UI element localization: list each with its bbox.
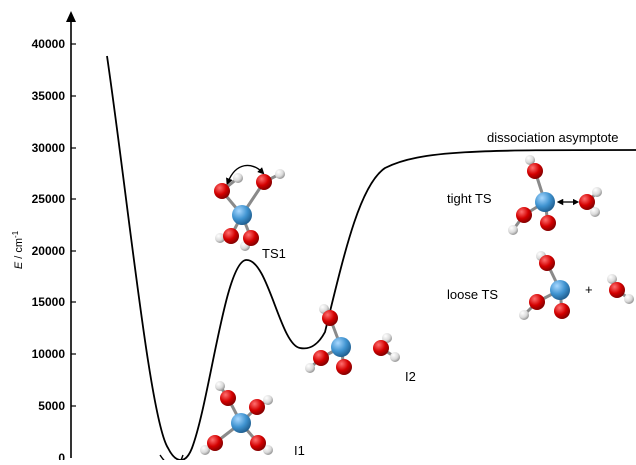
hydrogen-atom <box>200 445 210 455</box>
potential-energy-curve <box>106 55 636 461</box>
hydrogen-atom <box>263 395 273 405</box>
oxygen-atom <box>527 163 543 179</box>
tight-ts-label: tight TS <box>447 191 492 206</box>
tight-ts-molecule <box>508 155 602 235</box>
oxygen-atom <box>220 390 236 406</box>
hydrogen-atom <box>263 445 273 455</box>
rotation-arrow <box>226 164 265 186</box>
i1-molecule <box>200 381 273 455</box>
central-atom <box>231 413 251 433</box>
oxygen-atom <box>336 359 352 375</box>
loose-ts-label: loose TS <box>447 287 498 302</box>
plus-sign: + <box>585 282 593 297</box>
y-axis-arrowhead <box>66 11 76 22</box>
y-tick-label-5000: 5000 <box>38 399 65 413</box>
hydrogen-atom <box>390 352 400 362</box>
hydrogen-atom <box>519 310 529 320</box>
ts1-molecule <box>214 164 285 251</box>
i2-label: I2 <box>405 369 416 384</box>
oxygen-atom <box>214 183 230 199</box>
oxygen-atom <box>313 350 329 366</box>
central-atom <box>535 192 555 212</box>
y-tick-label-25000: 25000 <box>32 192 66 206</box>
central-atom <box>232 205 252 225</box>
hydrogen-atom <box>525 155 535 165</box>
y-tick-label-30000: 30000 <box>32 141 66 155</box>
oxygen-atom <box>554 303 570 319</box>
y-tick-label-40000: 40000 <box>32 37 66 51</box>
oxygen-atom <box>529 294 545 310</box>
hydrogen-atom <box>590 207 600 217</box>
oxygen-atom <box>539 255 555 271</box>
oxygen-atom <box>373 340 389 356</box>
oxygen-atom <box>609 282 625 298</box>
hydrogen-atom <box>233 173 243 183</box>
y-tick-label-15000: 15000 <box>32 295 66 309</box>
oxygen-atom <box>223 228 239 244</box>
oxygen-atom <box>540 215 556 231</box>
y-tick-label-20000: 20000 <box>32 244 66 258</box>
oxygen-atom <box>256 174 272 190</box>
dissociation-asymptote-label: dissociation asymptote <box>487 130 619 145</box>
oxygen-atom <box>322 310 338 326</box>
hydrogen-atom <box>382 333 392 343</box>
y-axis-label-exponent: -1 <box>11 230 20 238</box>
ts1-label: TS1 <box>262 246 286 261</box>
y-axis-label-unit: / cm <box>13 238 25 262</box>
central-atom <box>331 337 351 357</box>
i1-well-ripple <box>159 454 184 465</box>
y-tick-label-35000: 35000 <box>32 89 66 103</box>
loose-ts-molecule <box>519 251 634 320</box>
y-axis-label-variable: E <box>13 261 25 269</box>
hydrogen-atom <box>592 187 602 197</box>
oxygen-atom <box>579 194 595 210</box>
oxygen-atom <box>249 399 265 415</box>
hydrogen-atom <box>215 233 225 243</box>
y-tick-label-10000: 10000 <box>32 347 66 361</box>
hydrogen-atom <box>508 225 518 235</box>
hydrogen-atom <box>607 274 617 284</box>
oxygen-atom <box>250 435 266 451</box>
oxygen-atom <box>207 435 223 451</box>
hydrogen-atom <box>624 294 634 304</box>
oxygen-atom <box>516 207 532 223</box>
hydrogen-atom <box>215 381 225 391</box>
y-tick-label-0: 0 <box>58 451 65 460</box>
central-atom <box>550 280 570 300</box>
y-tick-marks <box>71 43 76 407</box>
i1-label: I1 <box>294 443 305 458</box>
oxygen-atom <box>243 230 259 246</box>
i2-molecule <box>305 304 400 375</box>
hydrogen-atom <box>275 169 285 179</box>
y-axis-label: E / cm-1 <box>11 230 25 269</box>
hydrogen-atom <box>305 363 315 373</box>
